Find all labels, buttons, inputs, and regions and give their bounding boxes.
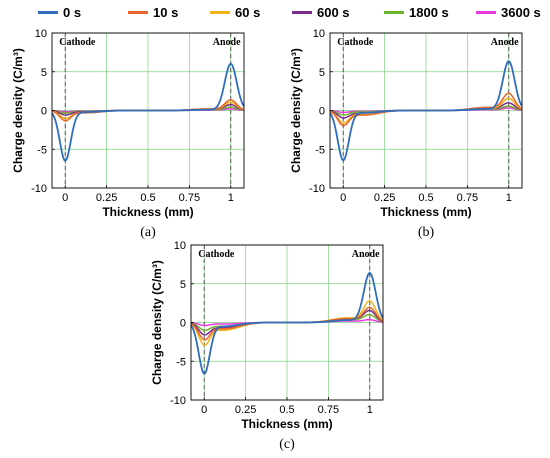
chart-panel-c: 0 0.25 0.5 0.75 1 -10 -5 0 5 10 Cathode Anode Thickn… bbox=[150, 240, 384, 452]
x-tick-label: 1 bbox=[228, 192, 234, 204]
anode-label: Anode bbox=[491, 37, 519, 48]
cathode-label: Cathode bbox=[337, 37, 374, 48]
x-tick-label: 0.5 bbox=[140, 192, 155, 204]
anode-label: Anode bbox=[213, 37, 241, 48]
y-tick-label: -10 bbox=[309, 183, 325, 195]
cathode-label: Cathode bbox=[59, 37, 96, 48]
legend-swatch bbox=[38, 10, 58, 14]
x-axis-label: Thickness (mm) bbox=[380, 205, 471, 219]
legend-swatch bbox=[210, 10, 230, 14]
legend-item: 0 s bbox=[38, 4, 81, 20]
legend-label: 3600 s bbox=[501, 4, 541, 20]
chart-panel-a: 0 0.25 0.5 0.75 1 -10 -5 0 5 10 Cathode Anode Thickn… bbox=[11, 28, 245, 240]
y-axis-label: Charge density (C/m³) bbox=[289, 48, 303, 173]
y-tick-label: 10 bbox=[174, 240, 186, 252]
legend-item: 60 s bbox=[210, 4, 260, 20]
x-tick-label: 0.75 bbox=[318, 404, 339, 416]
y-axis-label: Charge density (C/m³) bbox=[11, 48, 25, 173]
x-tick-label: 0.75 bbox=[457, 192, 478, 204]
legend-swatch bbox=[292, 10, 312, 14]
y-tick-label: -5 bbox=[37, 144, 47, 156]
y-tick-label: 5 bbox=[41, 67, 47, 79]
y-tick-label: 5 bbox=[319, 67, 325, 79]
y-tick-label: 10 bbox=[35, 28, 47, 40]
y-tick-label: 0 bbox=[180, 318, 186, 330]
legend-item: 600 s bbox=[292, 4, 350, 20]
y-tick-label: -5 bbox=[176, 356, 186, 368]
chart-panel-b: 0 0.25 0.5 0.75 1 -10 -5 0 5 10 Cathode Anode Thickn… bbox=[289, 28, 523, 240]
x-tick-label: 0 bbox=[340, 192, 346, 204]
series-line bbox=[330, 60, 522, 162]
x-tick-label: 0.5 bbox=[279, 404, 294, 416]
y-tick-label: 5 bbox=[180, 279, 186, 291]
legend-label: 0 s bbox=[63, 4, 82, 20]
y-tick-label: 0 bbox=[41, 106, 47, 118]
series-line bbox=[52, 62, 244, 162]
x-tick-label: 0.25 bbox=[96, 192, 117, 204]
y-tick-label: 10 bbox=[313, 28, 325, 40]
x-tick-label: 0.25 bbox=[374, 192, 395, 204]
legend-swatch bbox=[384, 10, 404, 14]
series-line bbox=[191, 271, 383, 375]
legend-label: 1800 s bbox=[409, 4, 449, 20]
x-tick-label: 0.25 bbox=[235, 404, 256, 416]
x-tick-label: 0.5 bbox=[418, 192, 433, 204]
y-tick-label: -5 bbox=[315, 144, 325, 156]
cathode-label: Cathode bbox=[198, 249, 235, 260]
legend-swatch bbox=[476, 10, 496, 14]
x-tick-label: 0 bbox=[62, 192, 68, 204]
legend-label: 10 s bbox=[153, 4, 179, 20]
x-axis-label: Thickness (mm) bbox=[102, 205, 193, 219]
x-tick-label: 1 bbox=[506, 192, 512, 204]
legend-label: 600 s bbox=[317, 4, 350, 20]
legend-label: 60 s bbox=[235, 4, 261, 20]
panel-label: (c) bbox=[279, 437, 295, 452]
legend: 0 s 10 s 60 s 600 s 1800 s 3600 s bbox=[0, 0, 550, 24]
x-axis-label: Thickness (mm) bbox=[241, 417, 332, 431]
legend-item: 3600 s bbox=[476, 4, 541, 20]
legend-swatch bbox=[128, 10, 148, 14]
y-axis-label: Charge density (C/m³) bbox=[150, 260, 164, 385]
y-tick-label: -10 bbox=[170, 395, 186, 407]
panel-label: (a) bbox=[140, 225, 156, 240]
anode-label: Anode bbox=[352, 249, 380, 260]
x-tick-label: 0 bbox=[201, 404, 207, 416]
x-tick-label: 0.75 bbox=[179, 192, 200, 204]
panel-label: (b) bbox=[418, 225, 435, 240]
y-tick-label: -10 bbox=[31, 183, 47, 195]
x-tick-label: 1 bbox=[367, 404, 373, 416]
legend-item: 1800 s bbox=[384, 4, 449, 20]
legend-item: 10 s bbox=[128, 4, 178, 20]
y-tick-label: 0 bbox=[319, 106, 325, 118]
